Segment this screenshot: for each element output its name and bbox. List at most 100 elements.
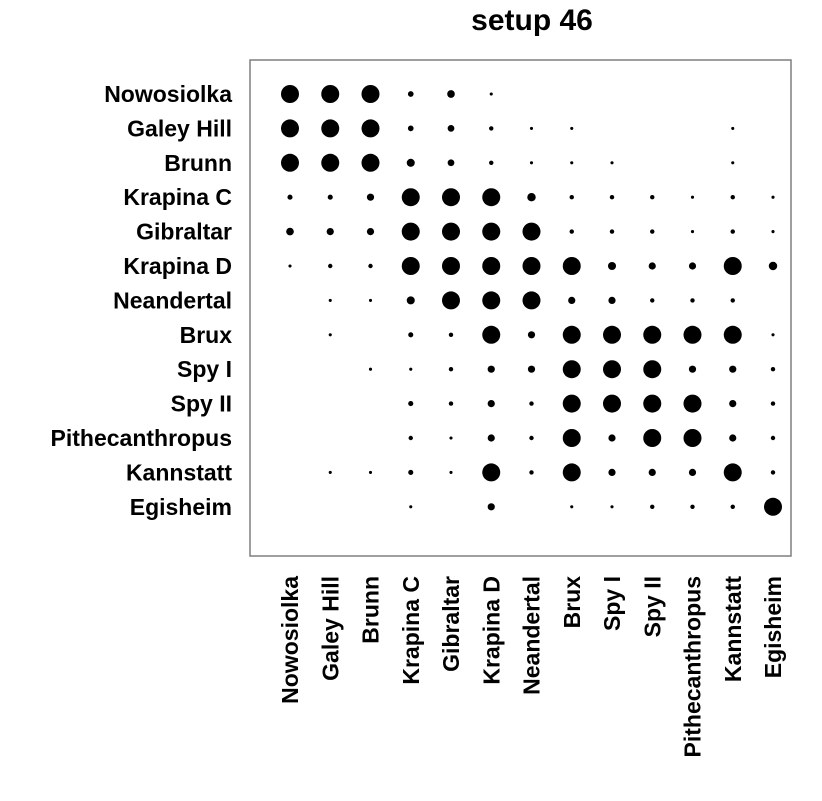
dot-brunn-krapina-c: [406, 158, 415, 167]
dot-krapina-d-neandertal: [522, 257, 541, 275]
dot-pithecanthropus-spy-i: [608, 434, 616, 442]
dot-krapina-c-gibraltar: [442, 188, 460, 207]
dot-neandertal-krapina-d: [482, 291, 501, 310]
dot-brunn-neandertal: [529, 161, 534, 165]
dot-spy-ii-pithecanthropus: [683, 394, 702, 413]
dot-galey-hill-brunn: [361, 119, 380, 138]
column-label-brunn: Brunn: [358, 576, 384, 644]
dot-krapina-c-neandertal: [527, 192, 536, 202]
column-label-pithecanthropus: Pithecanthropus: [680, 576, 706, 757]
dot-pithecanthropus-gibraltar: [449, 436, 453, 440]
plot-frame: [249, 59, 792, 557]
dot-krapina-c-spy-ii: [650, 194, 655, 200]
dot-krapina-d-egisheim: [768, 261, 778, 271]
dot-brunn-gibraltar: [447, 159, 455, 167]
dot-kannstatt-egisheim: [770, 470, 776, 475]
dot-egisheim-spy-i: [610, 505, 614, 509]
column-label-kannstatt: Kannstatt: [720, 576, 746, 682]
dot-brunn-brux: [570, 161, 574, 165]
row-label-spy-ii: Spy II: [171, 391, 232, 417]
dot-nowosiolka-krapina-c: [407, 91, 414, 97]
dot-spy-ii-egisheim: [770, 401, 776, 406]
row-label-spy-i: Spy I: [177, 356, 232, 382]
dot-kannstatt-galey-hill: [328, 470, 332, 474]
dot-spy-ii-spy-ii: [643, 394, 662, 413]
column-label-krapina-d: Krapina D: [478, 576, 504, 685]
dot-galey-hill-galey-hill: [321, 119, 340, 138]
dot-pithecanthropus-pithecanthropus: [683, 429, 702, 447]
dot-gibraltar-gibraltar: [442, 222, 460, 241]
dot-spy-i-kannstatt: [729, 365, 737, 373]
dot-kannstatt-spy-i: [608, 468, 616, 476]
dot-kannstatt-pithecanthropus: [688, 468, 697, 476]
dot-galey-hill-neandertal: [529, 126, 534, 130]
dot-krapina-d-brux: [562, 257, 581, 275]
dot-egisheim-brux: [570, 505, 574, 509]
dot-neandertal-spy-ii: [650, 298, 655, 303]
dot-egisheim-pithecanthropus: [690, 504, 695, 510]
row-label-galey-hill: Galey Hill: [127, 115, 232, 141]
dot-spy-i-spy-ii: [643, 360, 662, 379]
dot-egisheim-kannstatt: [730, 504, 735, 510]
dot-krapina-d-kannstatt: [723, 257, 742, 275]
dot-brux-krapina-c: [408, 332, 414, 338]
dot-krapina-c-egisheim: [771, 195, 775, 199]
dot-gibraltar-egisheim: [771, 230, 775, 234]
dot-grid: [281, 85, 782, 516]
row-label-krapina-c: Krapina C: [123, 184, 232, 210]
dot-gibraltar-kannstatt: [730, 229, 735, 234]
row-label-kannstatt: Kannstatt: [126, 459, 232, 485]
dot-galey-hill-brux: [570, 126, 574, 130]
row-label-egisheim: Egisheim: [130, 494, 232, 520]
dot-galey-hill-krapina-c: [407, 125, 414, 132]
dot-krapina-c-galey-hill: [327, 194, 333, 200]
dot-nowosiolka-krapina-d: [489, 92, 493, 96]
dot-brunn-krapina-d: [489, 160, 494, 166]
column-label-krapina-c: Krapina C: [398, 576, 424, 685]
column-label-neandertal: Neandertal: [519, 576, 545, 695]
dot-spy-i-neandertal: [527, 365, 536, 373]
dot-nowosiolka-nowosiolka: [281, 85, 299, 103]
dot-egisheim-krapina-c: [409, 505, 413, 509]
dot-brux-spy-ii: [643, 325, 662, 344]
dot-gibraltar-neandertal: [522, 222, 541, 241]
dot-pithecanthropus-krapina-c: [408, 435, 413, 441]
dot-spy-ii-brux: [562, 394, 581, 413]
dot-brux-egisheim: [771, 333, 775, 337]
dot-brux-galey-hill: [328, 333, 332, 337]
dot-pithecanthropus-neandertal: [529, 435, 534, 441]
dot-kannstatt-kannstatt: [723, 463, 742, 482]
column-label-gibraltar: Gibraltar: [438, 576, 464, 672]
dot-krapina-c-pithecanthropus: [690, 195, 695, 199]
dot-galey-hill-kannstatt: [731, 126, 735, 130]
dot-krapina-c-krapina-d: [482, 188, 501, 207]
dot-pithecanthropus-spy-ii: [643, 429, 662, 447]
dot-brux-krapina-d: [482, 325, 501, 344]
dot-egisheim-spy-ii: [650, 504, 655, 510]
column-label-galey-hill: Galey Hill: [317, 576, 343, 681]
dot-krapina-d-krapina-d: [482, 257, 501, 275]
dot-nowosiolka-galey-hill: [321, 85, 340, 103]
dot-brux-gibraltar: [448, 332, 454, 338]
dot-spy-ii-kannstatt: [729, 400, 737, 408]
dot-krapina-d-brunn: [368, 263, 373, 269]
column-label-egisheim: Egisheim: [760, 576, 786, 678]
dot-spy-ii-krapina-c: [408, 401, 414, 407]
dot-brux-kannstatt: [723, 325, 742, 344]
dot-gibraltar-pithecanthropus: [690, 230, 695, 234]
column-label-spy-i: Spy I: [599, 576, 625, 631]
dot-galey-hill-nowosiolka: [281, 119, 299, 138]
dot-brunn-spy-i: [610, 161, 614, 165]
dot-gibraltar-brunn: [366, 228, 375, 236]
dot-spy-i-brunn: [368, 367, 373, 371]
dot-brunn-brunn: [361, 153, 380, 172]
dot-kannstatt-neandertal: [529, 470, 534, 475]
dot-neandertal-gibraltar: [442, 291, 460, 310]
dot-neandertal-neandertal: [522, 291, 541, 310]
dot-spy-ii-neandertal: [529, 401, 534, 406]
dot-krapina-d-gibraltar: [442, 257, 460, 275]
row-label-gibraltar: Gibraltar: [136, 219, 232, 245]
dot-nowosiolka-gibraltar: [447, 90, 455, 98]
row-label-pithecanthropus: Pithecanthropus: [51, 425, 232, 451]
dot-gibraltar-spy-i: [609, 229, 615, 234]
